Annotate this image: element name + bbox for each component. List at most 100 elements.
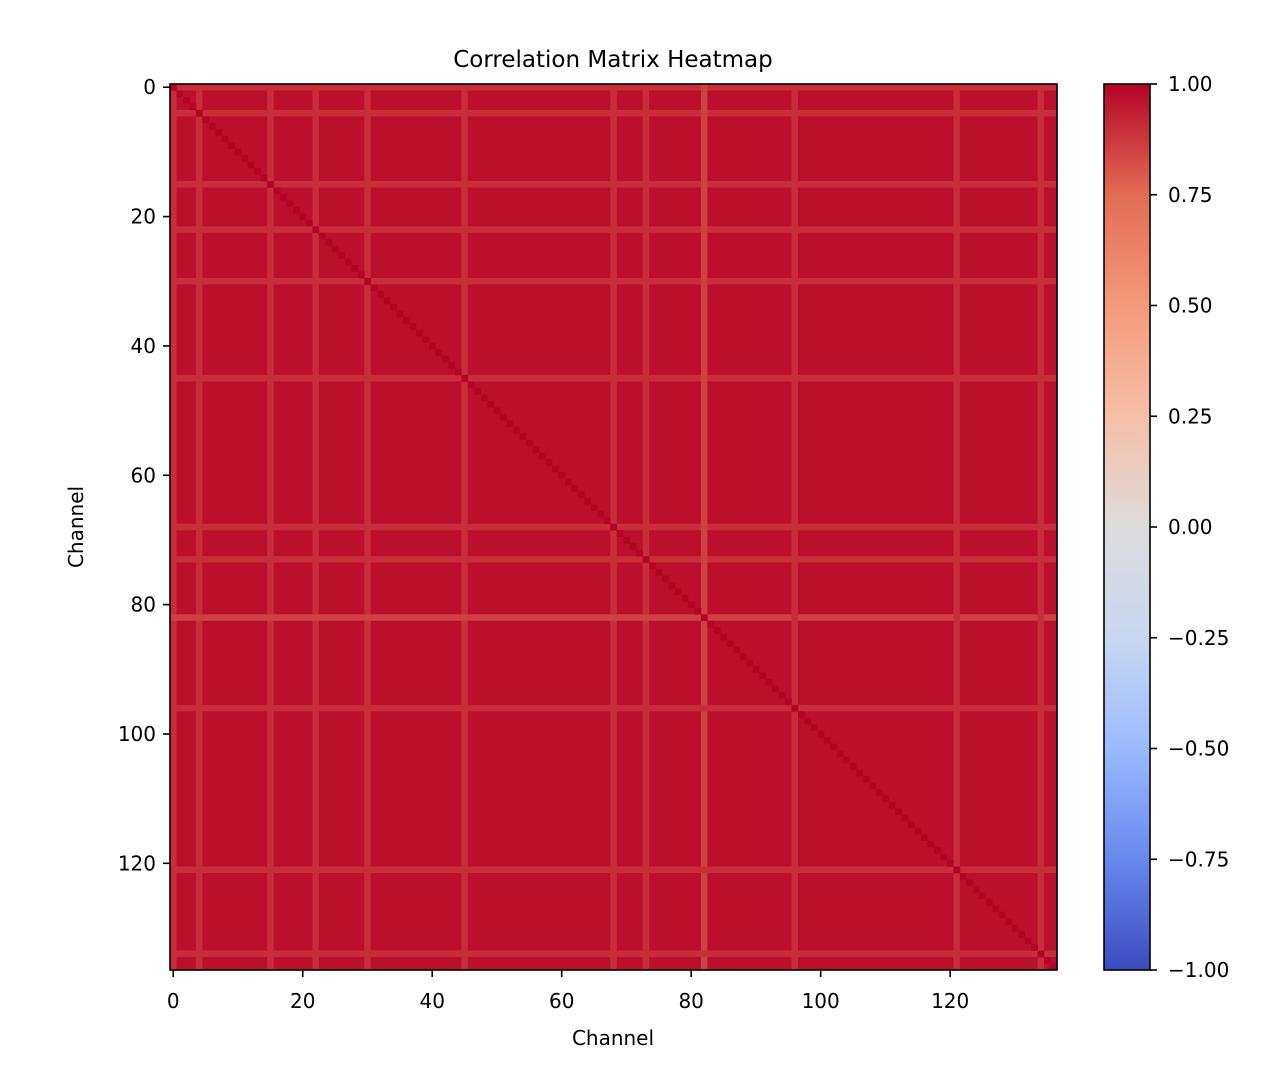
heatmap-diagonal-cell <box>597 510 605 518</box>
heatmap-diagonal-cell <box>681 594 689 602</box>
heatmap-diagonal-cell <box>959 872 967 880</box>
heatmap-diagonal-cell <box>176 90 184 98</box>
heatmap-diagonal-cell <box>966 879 974 887</box>
heatmap-diagonal-cell <box>234 148 242 156</box>
heatmap-diagonal-cell <box>500 413 507 421</box>
heatmap-diagonal-cell <box>293 206 300 214</box>
y-axis: 0 20 40 60 80 100 120 <box>118 75 170 875</box>
heatmap-diagonal-cell <box>1018 931 1025 938</box>
heatmap-column-stripe <box>1037 84 1045 970</box>
colorbar-ticks: 1.00 0.75 0.50 0.25 0.00 −0.25 −0.50 −0.75 −1.00 <box>1150 72 1229 982</box>
heatmap-diagonal-cell <box>772 685 779 693</box>
heatmap-diagonal-cell <box>539 452 546 460</box>
heatmap-diagonal-cell <box>344 258 352 266</box>
heatmap-diagonal-cell <box>733 646 741 654</box>
heatmap-diagonal-cell <box>532 446 540 453</box>
x-tick-label: 60 <box>549 989 574 1013</box>
heatmap-diagonal-cell <box>260 174 268 182</box>
heatmap-diagonal-cell <box>526 439 533 447</box>
heatmap-diagonal-cell <box>228 142 236 149</box>
heatmap-diagonal-cell <box>377 290 384 298</box>
heatmap-diagonal-cell <box>221 135 229 143</box>
heatmap-diagonal-cell <box>636 549 643 557</box>
heatmap-diagonal-cell <box>506 420 514 428</box>
heatmap-diagonal-cell <box>571 484 579 492</box>
heatmap-diagonal-cell <box>318 232 326 240</box>
heatmap-diagonal-cell <box>286 200 294 208</box>
colorbar-tick-label: 0.25 <box>1168 404 1213 428</box>
colorbar-tick-label: 0.50 <box>1168 294 1213 318</box>
heatmap-diagonal-cell <box>649 562 656 570</box>
heatmap-diagonal-cell <box>843 756 851 764</box>
heatmap-diagonal-cell <box>338 252 346 259</box>
heatmap-diagonal-cell <box>1011 924 1019 932</box>
heatmap-diagonal-cell <box>189 103 197 111</box>
y-tick-label: 0 <box>143 75 156 99</box>
heatmap-diagonal-cell <box>778 691 786 699</box>
y-tick-label: 80 <box>131 593 156 617</box>
heatmap-diagonal-cell <box>746 659 754 667</box>
heatmap-diagonal-cell <box>726 640 734 647</box>
heatmap-diagonal-cell <box>267 181 274 188</box>
heatmap-diagonal-cell <box>908 821 915 829</box>
heatmap-diagonal-cell <box>823 737 831 744</box>
x-axis: 0 20 40 60 80 100 120 <box>167 970 969 1013</box>
heatmap-diagonal-cell <box>416 329 423 337</box>
heatmap-diagonal-cell <box>1050 963 1057 970</box>
heatmap-diagonal-cell <box>616 530 624 538</box>
heatmap-diagonal-cell <box>1024 937 1032 945</box>
heatmap-diagonal-cell <box>655 569 663 576</box>
heatmap-diagonal-cell <box>202 116 210 124</box>
heatmap-diagonal-cell <box>953 866 961 874</box>
heatmap-diagonal-cell <box>428 342 436 350</box>
heatmap-diagonal-cell <box>875 788 883 796</box>
heatmap-diagonal-cell <box>603 517 611 525</box>
heatmap-diagonal-cell <box>254 168 261 175</box>
heatmap-diagonal-cell <box>862 775 870 783</box>
heatmap-row-stripe <box>170 866 1057 873</box>
heatmap-diagonal-cell <box>558 472 566 479</box>
x-tick-label: 0 <box>167 989 180 1013</box>
heatmap-diagonal-cell <box>480 394 488 402</box>
heatmap-diagonal-cell <box>383 297 391 305</box>
heatmap-column-stripe <box>953 84 960 970</box>
y-tick-label: 20 <box>131 205 156 229</box>
heatmap-diagonal-cell <box>577 491 585 499</box>
heatmap-diagonal-cell <box>849 763 857 770</box>
heatmap-diagonal-cell <box>1031 944 1038 951</box>
heatmap-diagonal-cell <box>629 543 637 550</box>
colorbar-tick-label: −0.50 <box>1168 737 1229 761</box>
heatmap-diagonal-cell <box>299 213 307 221</box>
heatmap-diagonal-cell <box>545 459 553 466</box>
colorbar-tick-label: −0.25 <box>1168 626 1229 650</box>
plot-frame <box>169 83 1058 971</box>
heatmap-diagonal-cell <box>454 368 462 376</box>
colorbar-tick-label: −0.75 <box>1168 847 1229 871</box>
heatmap-diagonal-cell <box>312 226 320 234</box>
heatmap-diagonal-cell <box>435 349 443 356</box>
heatmap-diagonal-cell <box>370 284 378 292</box>
x-tick-label: 120 <box>931 989 969 1013</box>
heatmap-column-stripe <box>700 84 708 970</box>
y-tick-label: 100 <box>118 722 156 746</box>
heatmap-column-stripe <box>791 84 799 970</box>
heatmap-diagonal-cell <box>914 827 922 835</box>
heatmap-diagonal-cell <box>810 724 818 732</box>
colorbar-tick-label: 0.00 <box>1168 515 1213 539</box>
heatmap-diagonal-cell <box>921 834 928 841</box>
heatmap-diagonal-cell <box>461 375 469 382</box>
heatmap-diagonal-cell <box>584 497 592 505</box>
heatmap-diagonal-cell <box>979 892 987 900</box>
heatmap-diagonal-cell <box>817 730 825 738</box>
heatmap-diagonal-cell <box>364 278 372 285</box>
heatmap-diagonal-cell <box>1037 950 1045 958</box>
heatmap-diagonal-cell <box>694 607 702 615</box>
y-tick-label: 60 <box>131 463 156 487</box>
heatmap-diagonal-cell <box>241 155 248 162</box>
heatmap-diagonal-cell <box>357 271 365 279</box>
heatmap-diagonal-cell <box>998 911 1006 919</box>
heatmap-diagonal-cell <box>992 905 1000 913</box>
x-tick-label: 100 <box>802 989 840 1013</box>
heatmap-diagonal-cell <box>798 711 805 719</box>
heatmap-diagonal-cell <box>675 588 682 596</box>
